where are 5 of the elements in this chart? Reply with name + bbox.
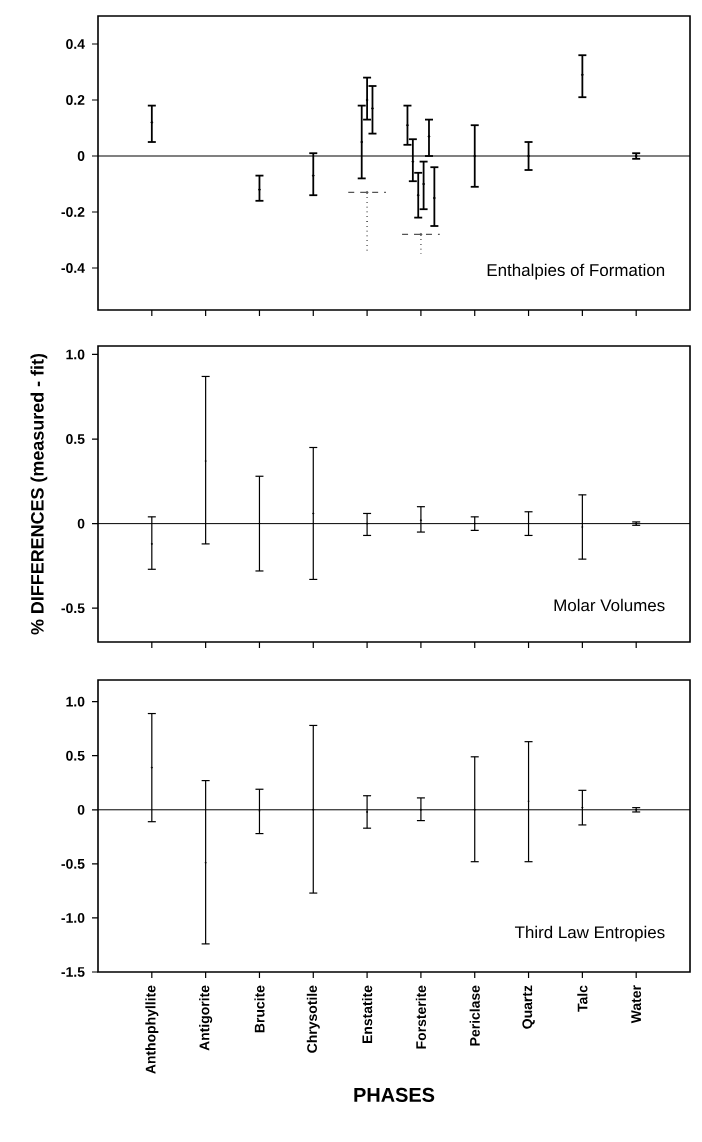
- x-axis-title: PHASES: [354, 1087, 435, 1102]
- annotation: Third Law Entropies: [514, 925, 665, 942]
- annotation: Molar Volumes: [554, 598, 665, 612]
- y-axis-title: % DIFFERENCES (measured - fit): [30, 353, 48, 635]
- annotation: Enthalpies of Formation: [487, 263, 665, 280]
